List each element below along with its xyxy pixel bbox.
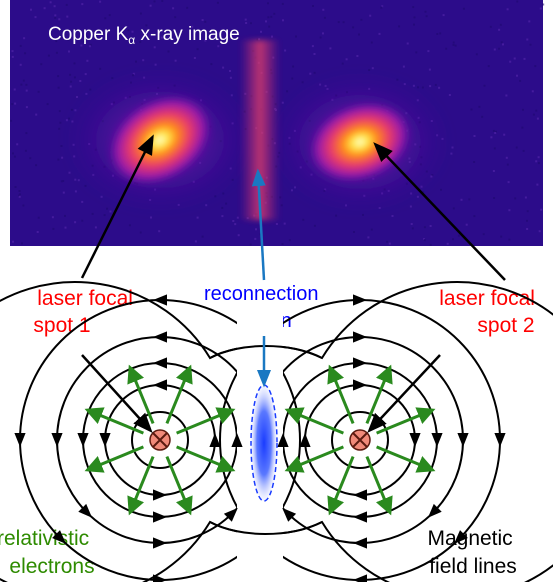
field-arrowhead [277, 433, 289, 447]
field-arrowhead [14, 433, 26, 447]
electron-arrows [84, 364, 436, 516]
pointer-arrow-spot-1 [80, 134, 154, 279]
field-arrowhead [153, 357, 167, 369]
electron-arrow [327, 364, 355, 424]
field-arrowhead [409, 433, 421, 447]
electron-arrow [327, 456, 355, 516]
electron-arrow [365, 364, 393, 424]
xray-image: Copper Kα x-ray image [10, 0, 545, 246]
field-lines-label: Magnetic field lines [427, 527, 518, 578]
field-arrowhead [353, 489, 367, 501]
spot-2-label: laser focal spot 2 [439, 287, 541, 337]
xray-title: Copper Kα x-ray image [48, 24, 240, 47]
laser-spot-1-marker [149, 429, 171, 451]
electron-arrow [165, 364, 193, 424]
field-arrowhead [353, 331, 367, 343]
electron-arrow [284, 445, 344, 473]
emission-spot-2 [306, 99, 414, 185]
electron-arrow [127, 456, 155, 516]
field-arrowhead [153, 511, 167, 523]
field-arrowhead [153, 489, 167, 501]
field-arrowhead [353, 537, 367, 549]
field-arrowhead [153, 537, 167, 549]
electron-arrow [165, 456, 193, 516]
pointer-arrow-spot-2 [373, 142, 506, 281]
field-arrowhead [77, 433, 89, 447]
field-arrowhead [431, 433, 443, 447]
field-arrowhead [353, 294, 367, 306]
field-arrowhead [153, 574, 167, 582]
field-arrowhead [427, 503, 442, 518]
field-arrowhead [52, 530, 66, 544]
field-arrowhead [78, 503, 93, 518]
reconnection-region [250, 384, 278, 502]
field-arrowhead [454, 530, 468, 544]
field-arrowhead [353, 511, 367, 523]
magnetic-field-diagram [0, 281, 553, 582]
field-arrowhead [353, 574, 367, 582]
pointer-arrow-marker-1 [81, 354, 153, 433]
electron-arrow [84, 445, 144, 473]
field-arrowhead [51, 433, 63, 447]
field-arrowhead [153, 379, 167, 391]
field-arrowhead [153, 294, 167, 306]
emission-spot-1 [106, 92, 214, 188]
field-direction-arrows [14, 294, 506, 582]
field-arrowhead [153, 331, 167, 343]
pointer-arrow-marker-2 [367, 354, 441, 433]
spot-1-label: laser focal spot 1 [33, 287, 138, 337]
field-arrowhead [494, 433, 506, 447]
electron-arrow [127, 364, 155, 424]
electron-arrow [176, 445, 236, 473]
field-arrowhead [99, 433, 111, 447]
laser-spot-2-marker [349, 429, 371, 451]
electron-arrow [176, 407, 236, 435]
field-arrowhead [457, 433, 469, 447]
field-arrowhead [282, 507, 297, 522]
pointer-arrow-reconnection [251, 168, 266, 281]
electron-arrow [365, 456, 393, 516]
field-arrowhead [299, 433, 311, 447]
electrons-label: relativistic electrons [0, 527, 95, 578]
field-arrowhead [231, 433, 243, 447]
field-arrowhead [353, 357, 367, 369]
field-arrowhead [223, 507, 238, 522]
electron-arrow [376, 445, 436, 473]
field-arrowhead [209, 433, 221, 447]
electron-arrow [284, 407, 344, 435]
field-arrowhead [353, 379, 367, 391]
